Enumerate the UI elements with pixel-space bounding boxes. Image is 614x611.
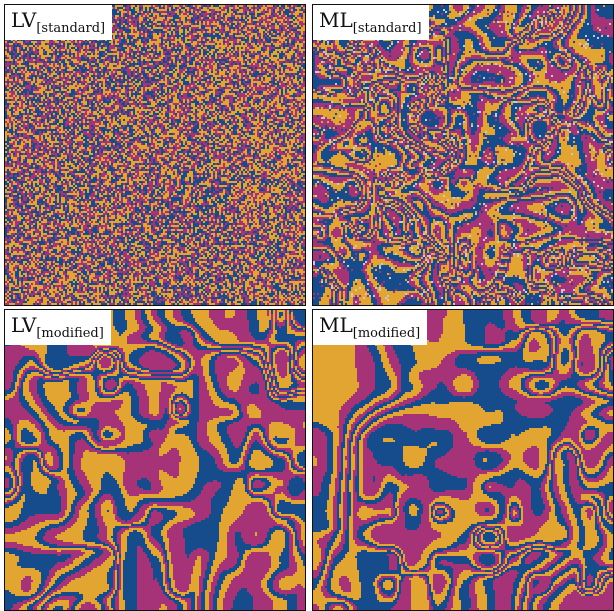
- panel-ml-modified: ML[modified]: [312, 309, 614, 611]
- panel-ml-standard: ML[standard]: [312, 4, 614, 306]
- pattern-image-lv-modified: [5, 310, 305, 610]
- panel-lv-standard: LV[standard]: [4, 4, 306, 306]
- panel-label-lv-modified: LV[modified]: [5, 310, 111, 345]
- label-main: ML: [319, 313, 353, 337]
- label-subscript: [modified]: [352, 326, 421, 341]
- pattern-image-lv-standard: [5, 5, 305, 305]
- label-main: LV: [11, 313, 37, 337]
- panel-label-lv-standard: LV[standard]: [5, 5, 113, 40]
- panel-label-ml-modified: ML[modified]: [313, 310, 428, 345]
- label-main: LV: [11, 8, 37, 32]
- label-main: ML: [319, 8, 353, 32]
- panel-label-ml-standard: ML[standard]: [313, 5, 429, 40]
- label-subscript: [standard]: [36, 21, 106, 36]
- label-subscript: [standard]: [352, 21, 422, 36]
- panel-lv-modified: LV[modified]: [4, 309, 306, 611]
- label-subscript: [modified]: [36, 326, 104, 341]
- pattern-image-ml-modified: [313, 310, 613, 610]
- pattern-image-ml-standard: [313, 5, 613, 305]
